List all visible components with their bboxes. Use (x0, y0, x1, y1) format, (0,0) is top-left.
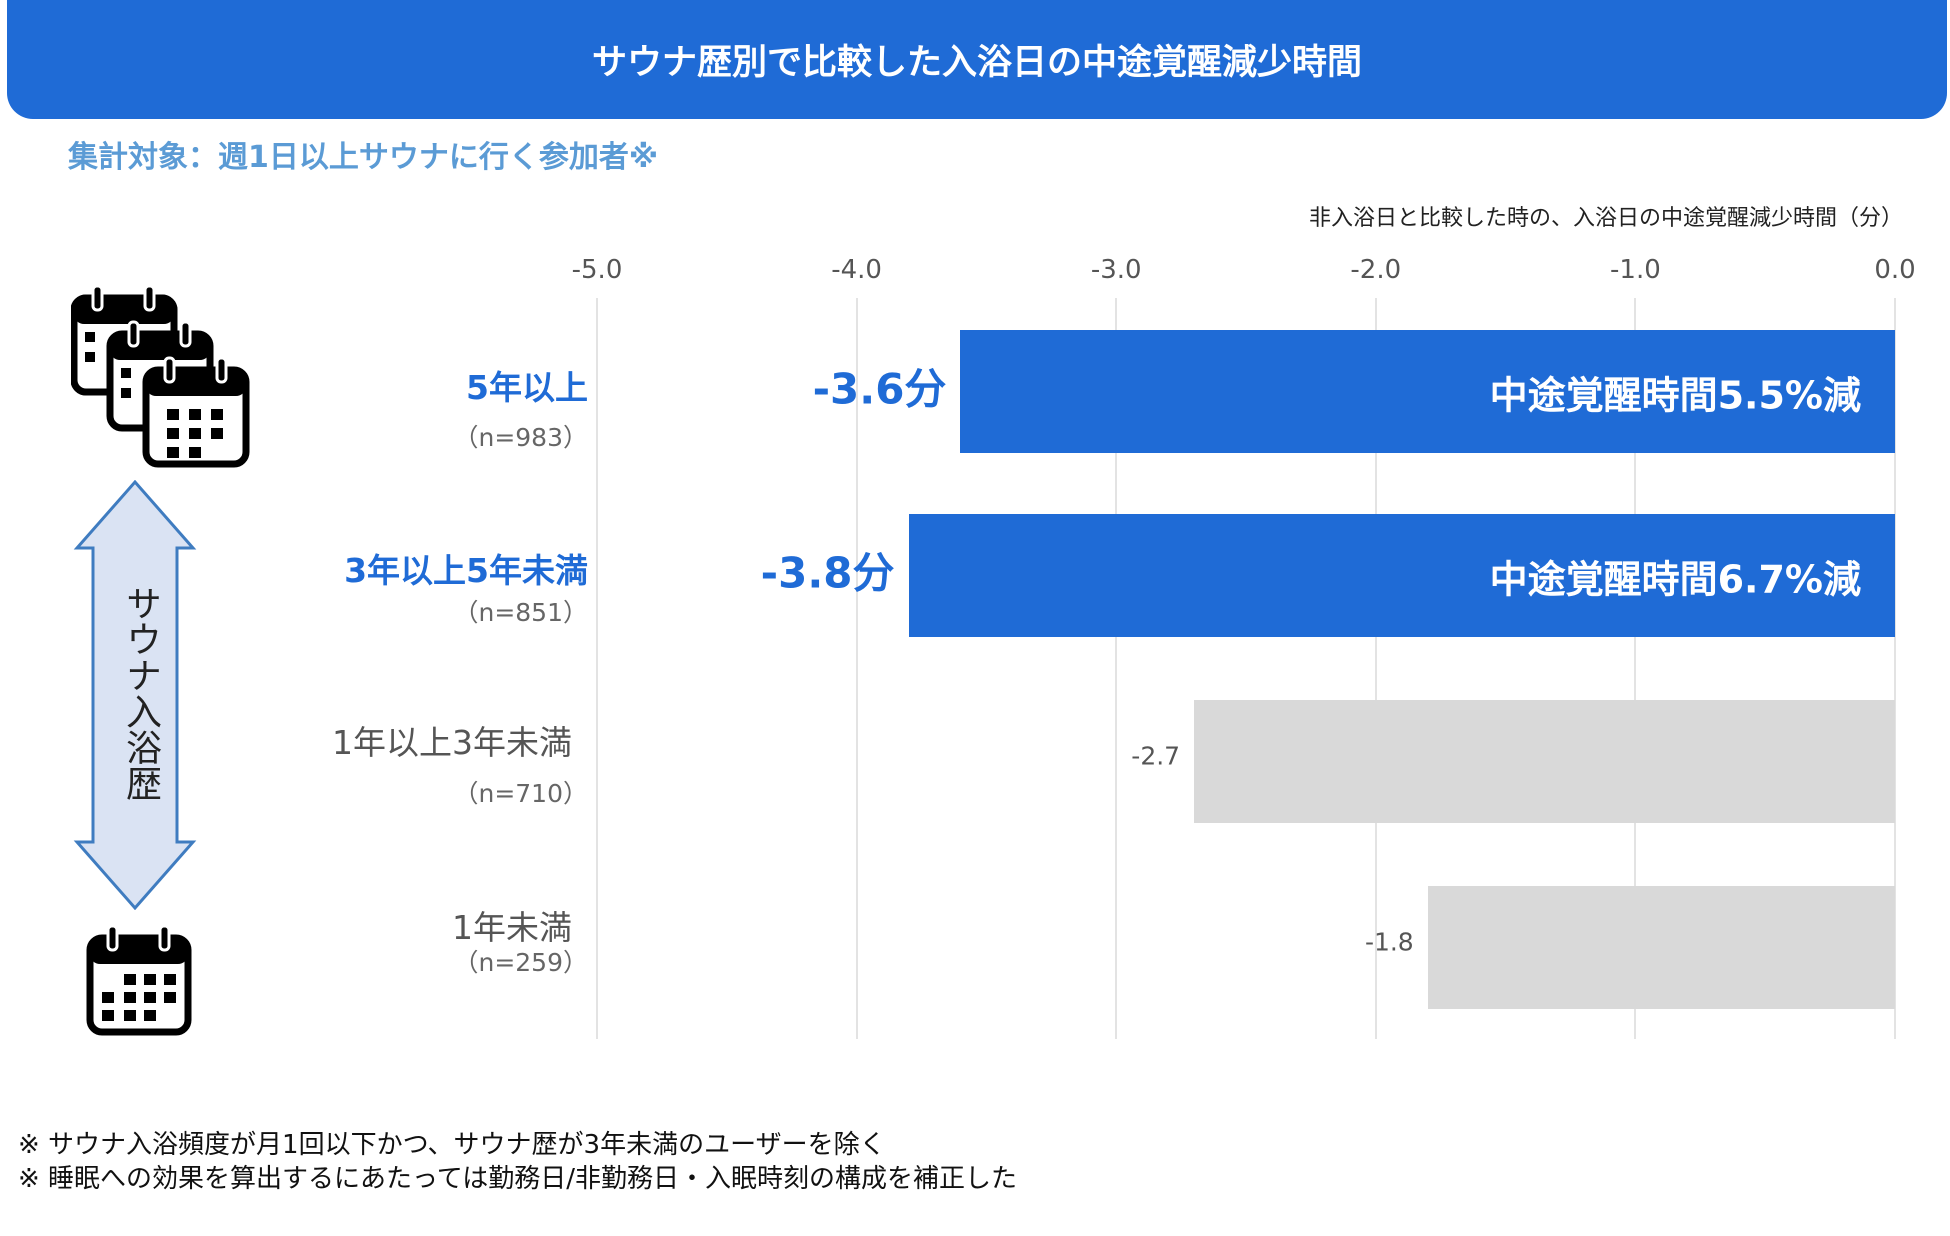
gridline (596, 298, 598, 1039)
x-tick-label: 0.0 (1874, 255, 1916, 285)
footnotes: ※ サウナ入浴頻度が月1回以下かつ、サウナ歴が3年未満のユーザーを除く ※ 睡眠… (18, 1128, 1017, 1196)
value-label: -1.8 (1364, 927, 1414, 956)
category-label: 1年以上3年未満 (326, 723, 572, 763)
footnote: ※ 睡眠への効果を算出するにあたっては勤務日/非勤務日・入眠時刻の構成を補正した (18, 1164, 1017, 1194)
bar (908, 514, 1895, 637)
x-axis-title: 非入浴日と比較した時の、入浴日の中途覚醒減少時間（分） (1308, 206, 1903, 231)
gridline (855, 298, 858, 1039)
value-label: -3.6分 (812, 364, 947, 413)
category-label: 1年未満 (446, 908, 572, 948)
footnote: ※ サウナ入浴頻度が月1回以下かつ、サウナ歴が3年未満のユーザーを除く (18, 1130, 886, 1160)
x-tick-label: -3.0 (1090, 255, 1142, 285)
double-arrow-icon (73, 480, 197, 910)
bar (1194, 700, 1895, 823)
chart-title: サウナ歴別で比較した入浴日の中途覚醒減少時間 (591, 43, 1362, 83)
bar (960, 330, 1895, 453)
sample-size: （n=983） (447, 423, 588, 453)
x-tick-label: -2.0 (1350, 255, 1402, 285)
gridline (1894, 298, 1896, 1039)
value-label: -2.7 (1131, 741, 1181, 770)
bar-annotation: 中途覚醒時間6.7%減 (1489, 557, 1861, 601)
sample-size: （n=259） (447, 948, 588, 978)
gridline (1634, 298, 1637, 1039)
value-label: -3.8分 (760, 548, 895, 597)
subtitle: 集計対象：週1日以上サウナに行く参加者※ (68, 140, 659, 175)
category-label: 3年以上5年未満 (338, 551, 588, 591)
sample-size: （n=851） (447, 598, 588, 628)
category-label: 5年以上 (460, 368, 588, 408)
title-bar: サウナ歴別で比較した入浴日の中途覚醒減少時間 (7, 0, 1947, 119)
x-tick-label: -5.0 (571, 255, 623, 285)
x-tick-label: -4.0 (831, 255, 882, 285)
gridline (1115, 298, 1118, 1039)
bar-annotation: 中途覚醒時間5.5%減 (1489, 373, 1861, 417)
calendar-icon (86, 924, 192, 1036)
side-label: サウナ入浴歴 (120, 585, 161, 801)
sample-size: （n=710） (447, 779, 588, 809)
x-tick-label: -1.0 (1610, 255, 1661, 285)
bar (1427, 886, 1895, 1009)
gridline (1374, 298, 1377, 1039)
multiple-calendars-icon (71, 284, 251, 472)
